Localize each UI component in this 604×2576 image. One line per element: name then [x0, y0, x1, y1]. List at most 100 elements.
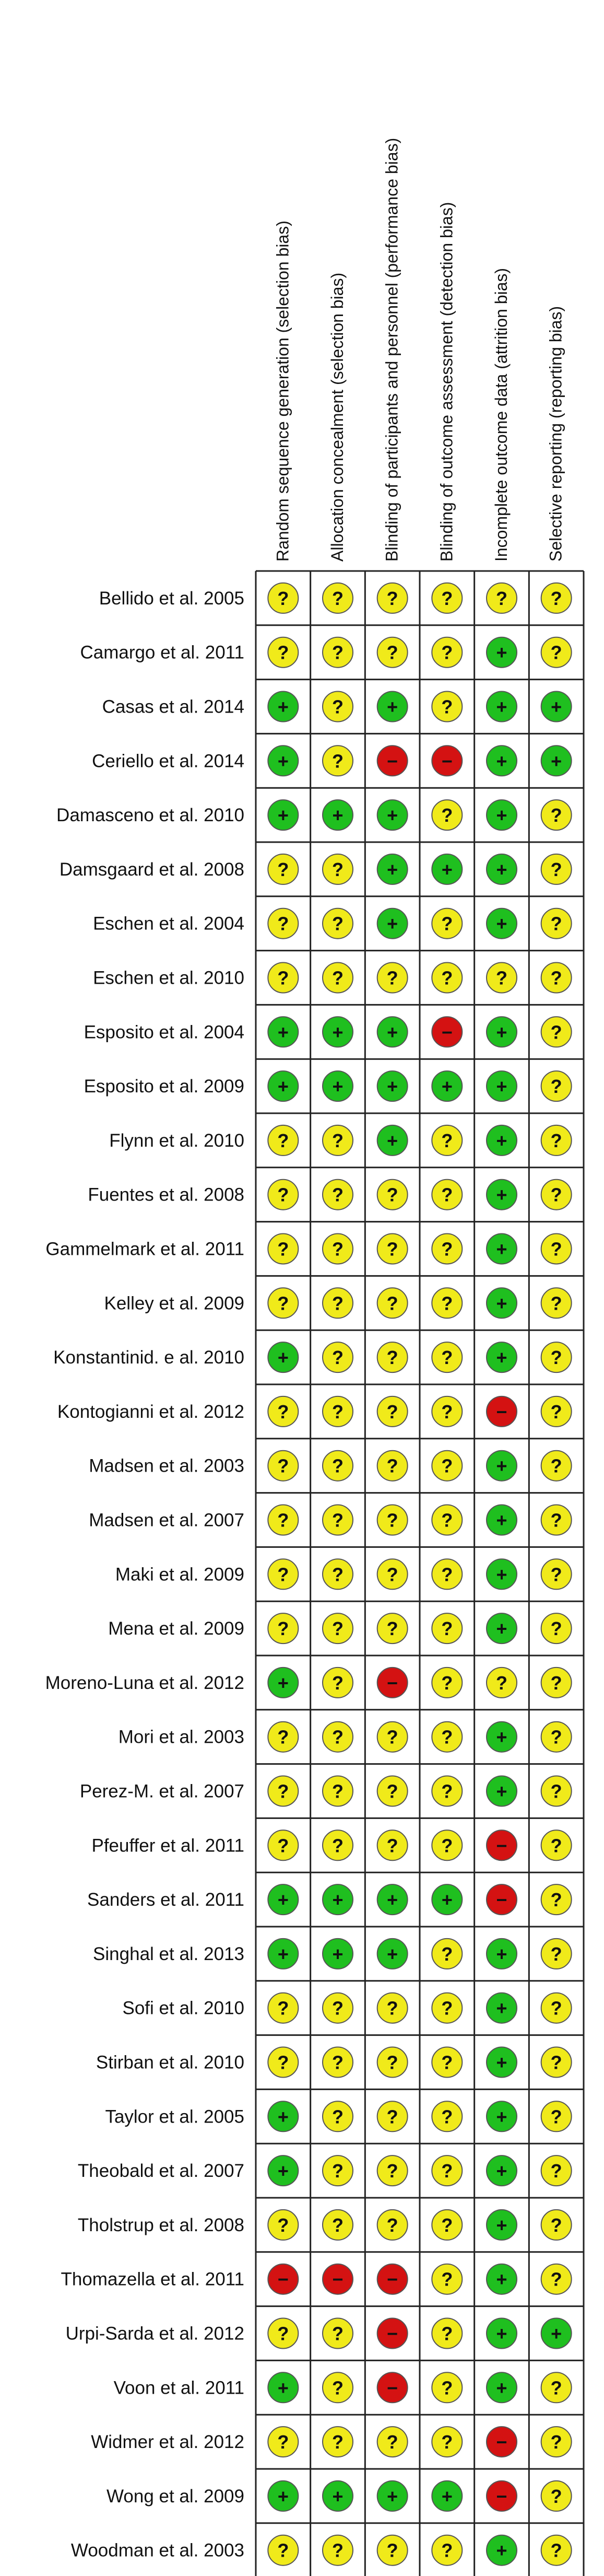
- judgement-low-dot: [322, 799, 353, 831]
- judgement-unclear-symbol: ?: [441, 1239, 453, 1260]
- judgement-low-dot: [431, 2480, 463, 2512]
- judgement-unclear-symbol: ?: [441, 1130, 453, 1151]
- judgement-unclear-symbol: ?: [277, 913, 289, 935]
- judgement-unclear-cell: ?: [267, 1450, 299, 1482]
- study-label: Woodman et al. 2003: [71, 2540, 244, 2561]
- judgement-low-cell: +: [267, 1666, 299, 1698]
- study-row-theobald-et-al-2007: Theobald et al. 2007 +??? +?: [78, 2155, 572, 2187]
- judgement-low-cell: +: [486, 1721, 517, 1753]
- judgement-unclear-dot: [267, 853, 299, 885]
- judgement-unclear-symbol: ?: [551, 859, 562, 880]
- judgement-unclear-symbol: ?: [332, 2377, 344, 2398]
- study-label: Fuentes et al. 2008: [88, 1185, 244, 1205]
- judgement-unclear-symbol: ?: [277, 1239, 289, 1260]
- judgement-unclear-cell: ?: [431, 799, 463, 831]
- study-row-kontogianni-et-al-2012: Kontogianni et al. 2012???? −?: [57, 1395, 572, 1427]
- judgement-low-cell: +: [376, 691, 408, 722]
- judgement-unclear-dot: [322, 1558, 353, 1590]
- judgement-low-cell: +: [486, 1016, 517, 1048]
- judgement-low-dot: [486, 2534, 517, 2566]
- judgement-unclear-dot: [540, 1395, 572, 1427]
- judgement-high-symbol: −: [496, 1401, 507, 1423]
- judgement-unclear-cell: ?: [376, 1179, 408, 1210]
- judgement-unclear-dot: [267, 962, 299, 994]
- judgement-unclear-symbol: ?: [332, 750, 344, 772]
- judgement-unclear-dot: [431, 1124, 463, 1156]
- judgement-unclear-cell: ?: [540, 962, 572, 994]
- judgement-low-symbol: +: [278, 805, 289, 826]
- judgement-low-dot: [267, 2480, 299, 2512]
- judgement-low-symbol: +: [496, 2540, 507, 2561]
- judgement-low-dot: [486, 1287, 517, 1319]
- judgement-low-symbol: +: [278, 1672, 289, 1694]
- judgement-unclear-dot: [322, 1179, 353, 1210]
- judgement-unclear-symbol: ?: [332, 588, 344, 609]
- judgement-unclear-symbol: ?: [551, 2052, 562, 2073]
- judgement-unclear-dot: [431, 1775, 463, 1807]
- judgement-low-symbol: +: [551, 696, 562, 718]
- judgement-unclear-cell: ?: [540, 2426, 572, 2458]
- judgement-unclear-cell: ?: [376, 2155, 408, 2187]
- judgement-unclear-dot: [540, 1613, 572, 1645]
- judgement-unclear-dot: [540, 907, 572, 939]
- judgement-low-symbol: +: [551, 750, 562, 772]
- judgement-unclear-symbol: ?: [387, 1239, 398, 1260]
- judgement-low-dot: [486, 1558, 517, 1590]
- judgement-low-dot: [486, 907, 517, 939]
- judgement-unclear-symbol: ?: [387, 1510, 398, 1531]
- judgement-unclear-dot: [267, 2046, 299, 2078]
- judgement-low-symbol: +: [442, 1889, 453, 1910]
- judgement-unclear-cell: ?: [540, 1721, 572, 1753]
- judgement-low-symbol: +: [387, 1076, 398, 1097]
- judgement-unclear-symbol: ?: [332, 1455, 344, 1477]
- judgement-unclear-symbol: ?: [332, 1618, 344, 1639]
- study-row-taylor-et-al-2005: Taylor et al. 2005 +??? +?: [105, 2101, 572, 2132]
- study-row-damasceno-et-al-2010: Damasceno et al. 2010 + + +? +?: [56, 799, 572, 831]
- judgement-unclear-symbol: ?: [387, 1998, 398, 2019]
- judgement-low-cell: +: [267, 1884, 299, 1916]
- judgement-unclear-dot: [267, 2534, 299, 2566]
- judgement-unclear-symbol: ?: [441, 1292, 453, 1314]
- study-label: Bellido et al. 2005: [99, 588, 244, 609]
- judgement-unclear-symbol: ?: [551, 1727, 562, 1748]
- judgement-low-symbol: +: [496, 1239, 507, 1260]
- judgement-unclear-cell: ?: [431, 2426, 463, 2458]
- judgement-low-dot: [322, 1070, 353, 1102]
- judgement-low-dot: [322, 2480, 353, 2512]
- judgement-unclear-dot: [322, 636, 353, 668]
- judgement-low-symbol: +: [496, 859, 507, 880]
- judgement-low-cell: +: [486, 1124, 517, 1156]
- judgement-unclear-cell: ?: [267, 2209, 299, 2241]
- judgement-unclear-dot: [376, 1179, 408, 1210]
- judgement-unclear-dot: [540, 2101, 572, 2132]
- judgement-low-cell: +: [322, 1884, 353, 1916]
- judgement-low-symbol: +: [387, 2486, 398, 2507]
- judgement-low-symbol: +: [278, 696, 289, 718]
- judgement-unclear-symbol: ?: [551, 588, 562, 609]
- study-row-ceriello-et-al-2014: Ceriello et al. 2014 +? − − + +: [92, 745, 572, 777]
- judgement-high-symbol: −: [387, 750, 398, 772]
- judgement-high-dot: [376, 745, 408, 777]
- judgement-unclear-cell: ?: [486, 582, 517, 614]
- judgement-low-symbol: +: [278, 2486, 289, 2507]
- domain-header-1: Random sequence generation (selection bi…: [273, 220, 292, 562]
- judgement-unclear-symbol: ?: [387, 1618, 398, 1639]
- judgement-unclear-cell: ?: [540, 853, 572, 885]
- judgement-low-symbol: +: [496, 1455, 507, 1477]
- judgement-unclear-dot: [322, 1666, 353, 1698]
- judgement-unclear-cell: ?: [267, 2426, 299, 2458]
- study-label: Esposito et al. 2009: [84, 1076, 244, 1097]
- judgement-low-dot: [486, 1233, 517, 1265]
- study-label: Damasceno et al. 2010: [56, 805, 244, 825]
- judgement-unclear-dot: [322, 2209, 353, 2241]
- judgement-unclear-dot: [322, 1287, 353, 1319]
- judgement-unclear-cell: ?: [267, 2534, 299, 2566]
- judgement-low-symbol: +: [496, 2160, 507, 2182]
- judgement-unclear-dot: [376, 2155, 408, 2187]
- judgement-unclear-cell: ?: [540, 1613, 572, 1645]
- study-label: Ceriello et al. 2014: [92, 751, 244, 771]
- judgement-unclear-dot: [267, 1613, 299, 1645]
- judgement-unclear-symbol: ?: [496, 588, 507, 609]
- judgement-unclear-symbol: ?: [277, 1292, 289, 1314]
- judgement-unclear-dot: [376, 1395, 408, 1427]
